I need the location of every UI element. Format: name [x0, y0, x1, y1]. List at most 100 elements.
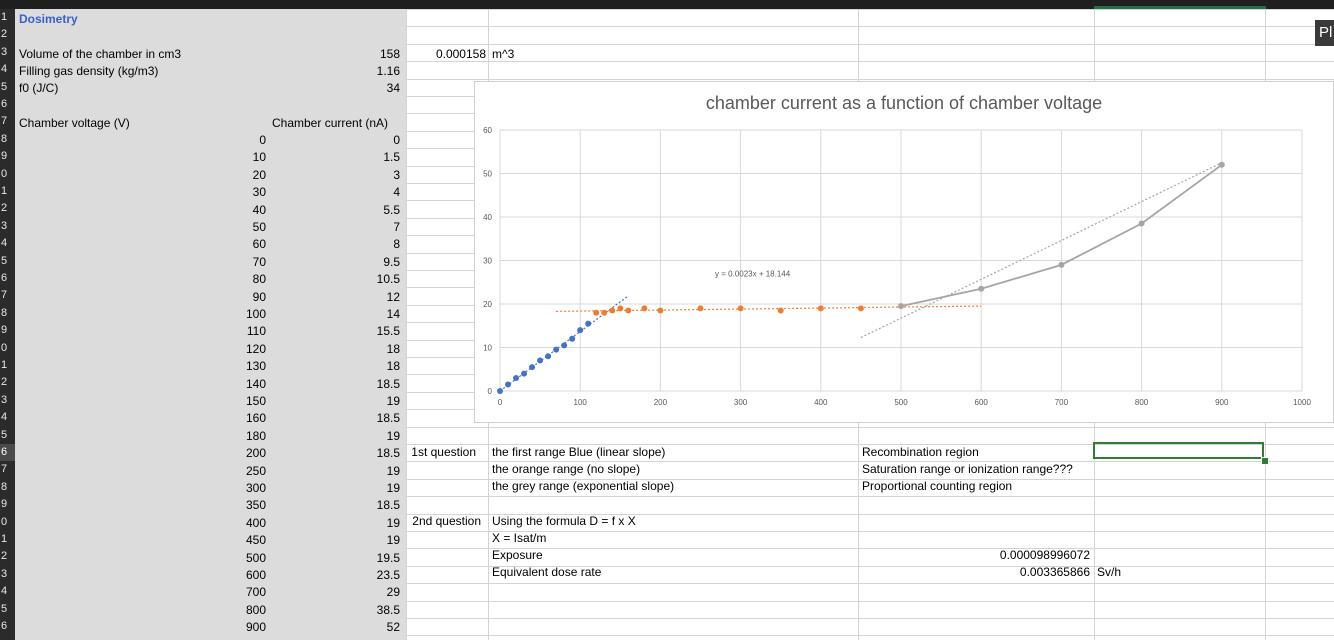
row-number[interactable]: 5 [1, 428, 8, 441]
current-cell[interactable]: 10.5 [376, 272, 400, 287]
current-cell[interactable]: 9.5 [383, 254, 400, 269]
voltage-cell[interactable]: 200 [245, 446, 266, 461]
voltage-cell[interactable]: 400 [245, 515, 266, 530]
q2-line[interactable]: Equivalent dose rate [492, 565, 602, 579]
current-cell[interactable]: 23.5 [376, 568, 400, 582]
row-number[interactable]: 7 [1, 115, 8, 128]
row-number[interactable]: 4 [1, 63, 8, 76]
dose-rate-value[interactable]: 0.003365866 [1019, 565, 1090, 579]
row-number[interactable]: 4 [1, 585, 8, 598]
voltage-cell[interactable]: 70 [252, 254, 266, 269]
current-cell[interactable]: 7 [393, 220, 400, 234]
row-number[interactable]: 5 [1, 254, 8, 267]
row-number[interactable]: 8 [1, 480, 8, 493]
voltage-cell[interactable]: 450 [245, 533, 266, 548]
row-number[interactable]: 6 [0, 444, 15, 461]
row-number[interactable]: 8 [1, 306, 8, 319]
q1-answer[interactable]: Saturation range or ionization range??? [862, 462, 1073, 476]
row-number[interactable]: 8 [1, 132, 8, 145]
current-cell[interactable]: 18.5 [376, 376, 400, 391]
row-number[interactable]: 4 [1, 237, 8, 250]
voltage-cell[interactable]: 800 [245, 602, 266, 617]
param-value[interactable]: 34 [386, 81, 400, 95]
row-number[interactable]: 6 [1, 98, 8, 110]
voltage-cell[interactable]: 300 [245, 481, 266, 495]
row-number[interactable]: 1 [1, 533, 8, 545]
row-number[interactable]: 1 [1, 185, 8, 197]
row-number[interactable]: 2 [1, 28, 8, 41]
current-cell[interactable]: 18.5 [376, 446, 400, 461]
current-cell[interactable]: 14 [386, 307, 400, 321]
voltage-cell[interactable]: 10 [252, 150, 266, 165]
voltage-cell[interactable]: 130 [245, 359, 266, 374]
row-number[interactable]: 6 [1, 620, 8, 632]
current-header[interactable]: Chamber current (nA) [272, 116, 389, 130]
voltage-cell[interactable]: 90 [252, 289, 266, 304]
param-converted[interactable]: 0.000158 [435, 47, 486, 61]
row-number[interactable]: 0 [1, 515, 8, 528]
voltage-cell[interactable]: 700 [245, 585, 266, 600]
row-number[interactable]: 6 [1, 272, 8, 284]
question-1-label[interactable]: 1st question [411, 445, 476, 459]
param-value[interactable]: 158 [379, 47, 400, 61]
row-number[interactable]: 1 [1, 11, 8, 23]
current-cell[interactable]: 8 [393, 237, 400, 252]
current-cell[interactable]: 18.5 [376, 411, 400, 426]
voltage-cell[interactable]: 110 [246, 324, 266, 339]
current-cell[interactable]: 38.5 [376, 602, 400, 617]
chart[interactable]: chamber current as a function of chamber… [474, 81, 1334, 423]
row-number[interactable]: 3 [1, 45, 8, 58]
row-number[interactable]: 4 [1, 411, 8, 424]
voltage-cell[interactable]: 20 [252, 167, 266, 182]
voltage-cell[interactable]: 0 [259, 133, 266, 147]
voltage-cell[interactable]: 150 [245, 394, 266, 408]
voltage-cell[interactable]: 600 [245, 568, 266, 582]
row-number[interactable]: 7 [1, 463, 8, 476]
voltage-header[interactable]: Chamber voltage (V) [19, 116, 130, 130]
selected-cell[interactable] [1093, 442, 1264, 459]
voltage-cell[interactable]: 140 [245, 376, 266, 391]
q1-line[interactable]: the orange range (no slope) [492, 462, 641, 476]
q1-line[interactable]: the first range Blue (linear slope) [492, 445, 666, 459]
sheet-title[interactable]: Dosimetry [19, 12, 78, 26]
voltage-cell[interactable]: 50 [252, 220, 266, 234]
fill-handle[interactable] [1261, 457, 1269, 465]
row-number[interactable]: 0 [1, 167, 8, 180]
current-cell[interactable]: 5.5 [383, 202, 400, 217]
row-number[interactable]: 7 [1, 289, 8, 302]
voltage-cell[interactable]: 100 [245, 307, 266, 321]
voltage-cell[interactable]: 900 [245, 620, 266, 635]
row-number[interactable]: 9 [1, 150, 8, 163]
voltage-cell[interactable]: 180 [245, 428, 266, 443]
param-value[interactable]: 1.16 [376, 64, 400, 78]
current-cell[interactable]: 19 [386, 394, 400, 408]
param-label[interactable]: Volume of the chamber in cm3 [19, 47, 182, 61]
q1-answer[interactable]: Proportional counting region [862, 479, 1013, 493]
row-number[interactable]: 1 [1, 359, 8, 371]
current-cell[interactable]: 18 [386, 359, 400, 374]
current-cell[interactable]: 19 [386, 515, 400, 530]
voltage-cell[interactable]: 80 [252, 272, 266, 287]
param-label[interactable]: Filling gas density (kg/m3) [19, 64, 159, 78]
param-unit[interactable]: m^3 [492, 47, 515, 61]
voltage-cell[interactable]: 500 [245, 550, 266, 565]
current-cell[interactable]: 18.5 [376, 498, 400, 513]
voltage-cell[interactable]: 120 [245, 341, 266, 356]
current-cell[interactable]: 0 [393, 133, 400, 147]
voltage-cell[interactable]: 30 [252, 185, 266, 200]
voltage-cell[interactable]: 250 [245, 463, 266, 478]
current-cell[interactable]: 29 [386, 585, 400, 600]
current-cell[interactable]: 3 [393, 167, 400, 182]
current-cell[interactable]: 52 [386, 620, 400, 635]
question-2-label[interactable]: 2nd question [412, 514, 481, 528]
row-number[interactable]: 5 [1, 602, 8, 615]
current-cell[interactable]: 18 [386, 341, 400, 356]
current-cell[interactable]: 1.5 [383, 150, 400, 165]
row-number[interactable]: 2 [1, 376, 8, 389]
current-cell[interactable]: 15.5 [376, 324, 400, 339]
row-number[interactable]: 3 [1, 567, 8, 580]
q2-line[interactable]: Using the formula D = f x X [492, 514, 636, 528]
current-cell[interactable]: 19 [386, 428, 400, 443]
param-label[interactable]: f0 (J/C) [19, 81, 59, 95]
row-number[interactable]: 3 [1, 393, 8, 406]
